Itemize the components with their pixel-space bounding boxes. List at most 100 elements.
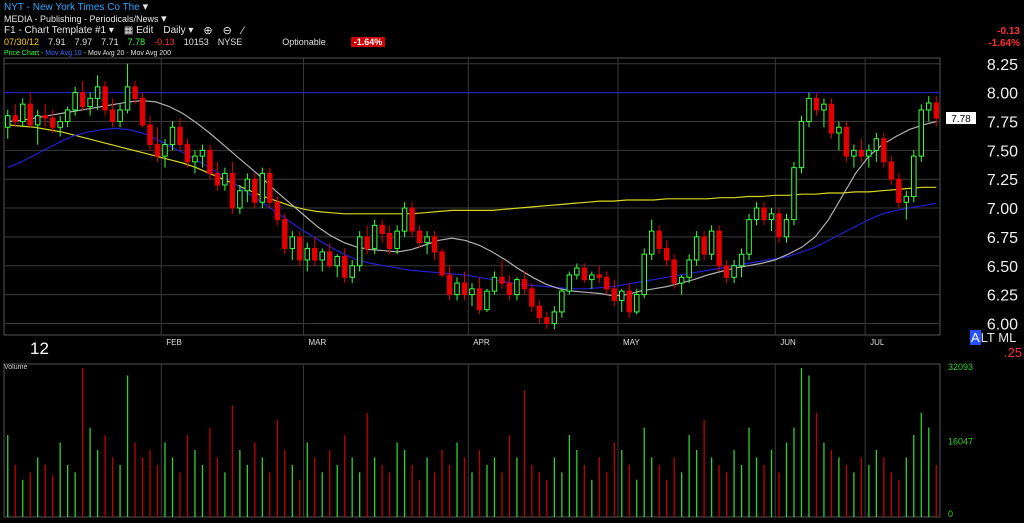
sector-breadcrumb[interactable]: MEDIA - Publishing - Periodicals/News ▾ xyxy=(4,12,167,25)
candle-down xyxy=(154,144,161,157)
candle-down xyxy=(723,265,730,278)
candle-down xyxy=(529,288,535,307)
candle-down xyxy=(416,230,423,244)
candle-down xyxy=(42,115,48,119)
candle-up xyxy=(4,115,11,128)
candle-down xyxy=(843,126,850,157)
y-tick-label: 7.00 xyxy=(987,201,1018,218)
candle-up xyxy=(304,247,311,261)
chart-title: NYT - New York Times Co The ▾ xyxy=(4,1,149,13)
candle-down xyxy=(881,138,887,163)
candle-down xyxy=(326,251,333,267)
study-legend: Price Chart - Mov Avg 10 - Mov Avg 20 - … xyxy=(4,50,171,57)
zoom-in-icon[interactable]: ⊕ xyxy=(203,25,213,37)
y-tick-label: 7.75 xyxy=(987,114,1018,131)
edit-button[interactable]: ▦ Edit xyxy=(123,25,154,36)
x-month-label: JUN xyxy=(780,338,796,347)
candle-up xyxy=(259,172,266,203)
candle-down xyxy=(297,236,303,261)
x-month-label: MAY xyxy=(623,338,640,347)
candle-up xyxy=(401,207,408,232)
candle-up xyxy=(851,149,857,157)
candle-up xyxy=(491,276,498,292)
candle-up xyxy=(678,276,685,284)
chevron-down-icon[interactable]: ▾ xyxy=(142,1,149,13)
candle-up xyxy=(566,274,573,292)
legend-ma10: Mov Avg 10 xyxy=(45,50,82,57)
last-price-tag xyxy=(946,112,976,125)
candle-up xyxy=(64,109,71,122)
last-price-label: 7.78 xyxy=(951,114,971,125)
candle-down xyxy=(229,172,236,209)
candle-down xyxy=(49,117,56,128)
candle-up xyxy=(589,274,595,281)
candle-up xyxy=(34,115,41,126)
candle-down xyxy=(27,103,33,126)
candle-up xyxy=(873,138,880,151)
candle-up xyxy=(244,178,251,192)
candle-down xyxy=(776,213,782,238)
candle-down xyxy=(896,178,902,203)
candle-up xyxy=(708,230,715,255)
candle-down xyxy=(312,247,318,261)
candle-down xyxy=(701,236,707,255)
candle-down xyxy=(544,317,550,324)
y-tick-label: 8.25 xyxy=(987,57,1018,74)
candle-down xyxy=(499,276,505,284)
candle-up xyxy=(559,290,565,313)
quote-open: 7.91 xyxy=(48,37,66,47)
candle-up xyxy=(57,120,63,128)
candle-down xyxy=(933,102,940,119)
candle-up xyxy=(574,267,580,276)
candle-up xyxy=(783,219,790,238)
candle-down xyxy=(813,97,820,111)
candle-down xyxy=(888,161,895,180)
candle-up xyxy=(648,230,655,255)
candle-down xyxy=(252,178,258,203)
candle-up xyxy=(798,120,805,169)
change-value: -0.13 xyxy=(997,26,1020,37)
candle-down xyxy=(536,305,543,319)
candle-up xyxy=(551,311,558,324)
candle-down xyxy=(274,201,281,221)
candle-down xyxy=(439,251,445,276)
candle-up xyxy=(738,253,745,267)
change-pct: -1.64% xyxy=(988,38,1020,49)
candle-up xyxy=(289,236,296,249)
chevron-down-icon[interactable]: ▾ xyxy=(161,13,167,25)
candle-down xyxy=(139,97,146,126)
candle-down xyxy=(177,126,183,146)
zoom-out-icon[interactable]: ⊖ xyxy=(222,25,232,37)
candle-up xyxy=(394,230,400,249)
quote-low: 7.71 xyxy=(101,37,119,47)
candle-up xyxy=(371,224,378,249)
candle-up xyxy=(514,279,520,296)
candle-down xyxy=(12,115,18,122)
quote-bar: 07/30/12 7.91 7.97 7.71 7.78 -0.13 10153… xyxy=(4,37,394,47)
legend-ma200: Mov Avg 200 xyxy=(130,50,171,57)
legend-price: Price Chart xyxy=(4,50,40,57)
candle-down xyxy=(282,219,288,249)
candle-down xyxy=(446,274,453,296)
candle-up xyxy=(334,256,340,267)
candle-down xyxy=(506,282,513,296)
candle-up xyxy=(918,109,925,157)
candle-down xyxy=(214,172,221,186)
candle-up xyxy=(117,109,123,122)
candle-down xyxy=(581,267,588,281)
candle-down xyxy=(267,172,273,203)
alert-text: LT ML xyxy=(980,330,1017,345)
candle-up xyxy=(94,86,101,99)
template-selector[interactable]: F1 - Chart Template #1 ▾ xyxy=(4,25,114,36)
draw-line-icon[interactable]: ⁄ xyxy=(241,24,244,37)
candle-up xyxy=(836,126,842,134)
candle-down xyxy=(379,224,385,234)
company-name: New York Times Co The xyxy=(32,2,140,13)
interval-selector[interactable]: Daily ▾ xyxy=(163,25,194,36)
candle-down xyxy=(207,149,213,174)
candle-up xyxy=(686,259,692,278)
candle-up xyxy=(753,207,760,221)
candle-up xyxy=(926,102,932,111)
alert-indicator[interactable]: ALT ML xyxy=(970,330,1016,345)
